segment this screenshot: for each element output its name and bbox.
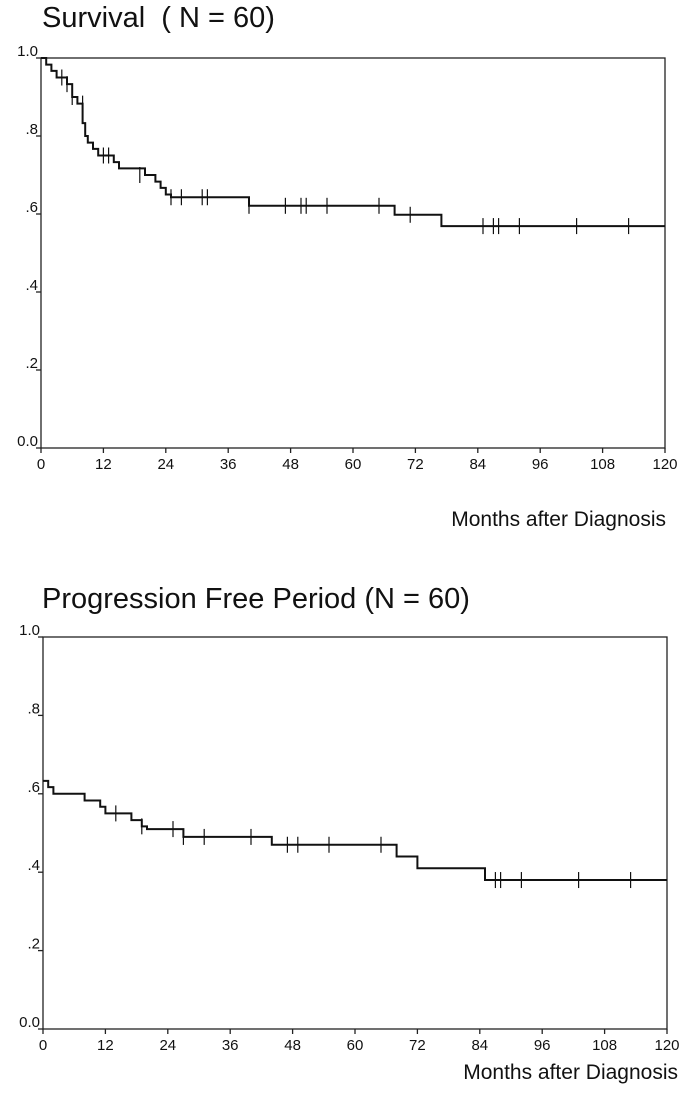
- x-tick-label: 0: [39, 1037, 47, 1054]
- plot-frame: [42, 636, 668, 1030]
- x-tick-label: 96: [532, 456, 549, 473]
- x-tick-label: 0: [37, 456, 45, 473]
- y-tick-label: 1.0: [19, 622, 40, 639]
- y-tick-label: .8: [25, 121, 38, 138]
- x-tick-label: 12: [97, 1037, 114, 1054]
- x-tick-label: 60: [345, 456, 362, 473]
- y-tick-label: .4: [27, 857, 40, 874]
- y-tick-label: 1.0: [17, 43, 38, 60]
- survival-chart-panel: Survival ( N = 60) 0.0 .2 .4 .6 .8 1.0 0 12 24 36…: [17, 2, 677, 531]
- y-tick-label: .4: [25, 277, 38, 294]
- survival-step-line: [41, 57, 665, 228]
- plot-frame: [40, 57, 666, 449]
- progression-free-chart: 0.0 .2 .4 .6 .8 1.0 0 12 24 36 48 60 72 84 96 108 120: [19, 622, 679, 1054]
- x-tick-label: 108: [590, 456, 615, 473]
- chart-title: Survival ( N = 60): [42, 2, 275, 34]
- x-tick-label: 84: [471, 1037, 488, 1054]
- y-tick-label: .6: [27, 779, 40, 796]
- y-tick-label: 0.0: [19, 1014, 40, 1031]
- chart-title: Progression Free Period (N = 60): [42, 583, 470, 615]
- x-tick-label: 120: [654, 1037, 679, 1054]
- survival-step-line: [43, 779, 667, 882]
- x-tick-label: 96: [534, 1037, 551, 1054]
- x-tick-label: 24: [159, 1037, 176, 1054]
- x-axis-label: Months after Diagnosis: [451, 508, 666, 531]
- x-tick-label: 72: [409, 1037, 426, 1054]
- x-tick-label: 60: [347, 1037, 364, 1054]
- x-tick-label: 12: [95, 456, 112, 473]
- x-tick-label: 48: [284, 1037, 301, 1054]
- survival-chart: 0.0 .2 .4 .6 .8 1.0 0 12 24 36 48 60 72 84 96 108 120: [17, 43, 677, 473]
- y-tick-label: .2: [25, 355, 38, 372]
- y-tick-label: .6: [25, 199, 38, 216]
- y-tick-label: 0.0: [17, 433, 38, 450]
- x-tick-label: 48: [282, 456, 299, 473]
- y-tick-label: .8: [27, 700, 40, 717]
- x-tick-label: 36: [222, 1037, 239, 1054]
- x-tick-label: 36: [220, 456, 237, 473]
- x-tick-label: 108: [592, 1037, 617, 1054]
- y-tick-label: .2: [27, 936, 40, 953]
- x-tick-label: 120: [652, 456, 677, 473]
- x-tick-label: 24: [157, 456, 174, 473]
- progression-free-chart-panel: Progression Free Period (N = 60) 0.0 .2 .4…: [0, 557, 680, 1114]
- x-axis-label: Months after Diagnosis: [463, 1061, 678, 1084]
- x-tick-label: 72: [407, 456, 424, 473]
- x-tick-label: 84: [469, 456, 486, 473]
